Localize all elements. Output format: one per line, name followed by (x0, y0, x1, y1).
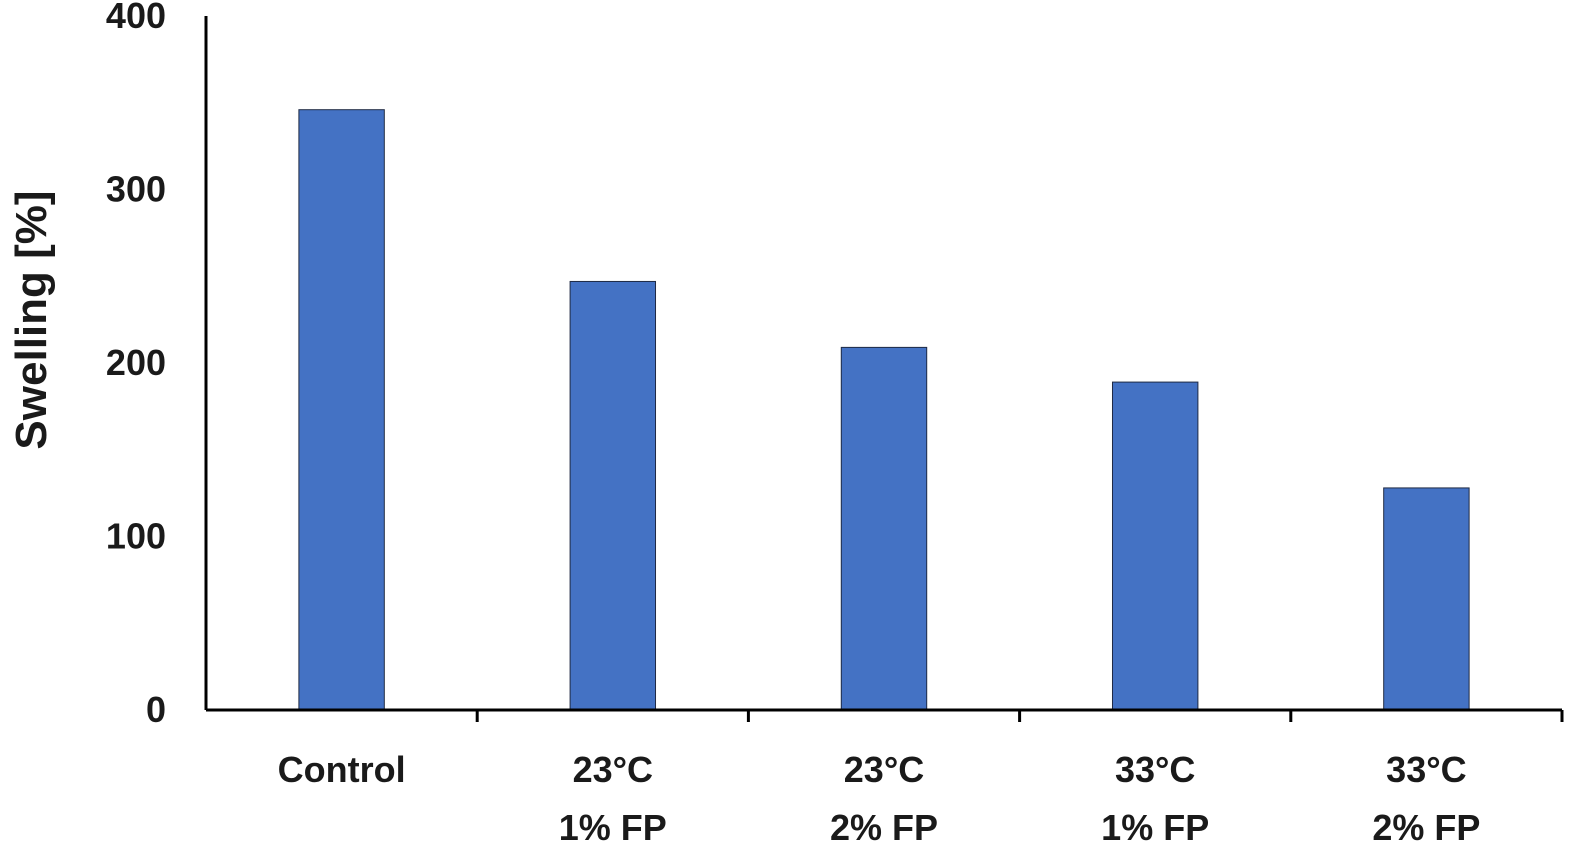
y-tick-label: 100 (106, 516, 166, 557)
x-tick-label: 2% FP (1372, 807, 1480, 848)
y-tick-label: 200 (106, 342, 166, 383)
x-tick-label: 23°C (844, 749, 924, 790)
y-axis-title: Swelling [%] (7, 190, 56, 449)
x-tick-label: 1% FP (559, 807, 667, 848)
bar (298, 109, 385, 711)
y-tick-label: 300 (106, 169, 166, 210)
x-tick-label: 1% FP (1101, 807, 1209, 848)
y-tick-label: 400 (106, 0, 166, 36)
bar (840, 346, 928, 711)
x-tick-label: 23°C (573, 749, 653, 790)
x-tick-label: 33°C (1115, 749, 1195, 790)
x-tick-label: 2% FP (830, 807, 938, 848)
x-ticks: Control 23°C 1% FP 23°C 2% FP 33°C 1% FP 33°C 2%… (278, 710, 1564, 848)
x-tick-label: Control (278, 749, 406, 790)
bar (569, 280, 657, 711)
y-tick-label: 0 (146, 689, 166, 730)
bars-layer (298, 109, 1470, 711)
x-tick-label: 33°C (1386, 749, 1466, 790)
y-ticks: 0 100 200 300 400 (106, 0, 166, 730)
bar (1111, 381, 1199, 711)
axes-layer (204, 16, 1562, 712)
bar (1383, 487, 1470, 711)
